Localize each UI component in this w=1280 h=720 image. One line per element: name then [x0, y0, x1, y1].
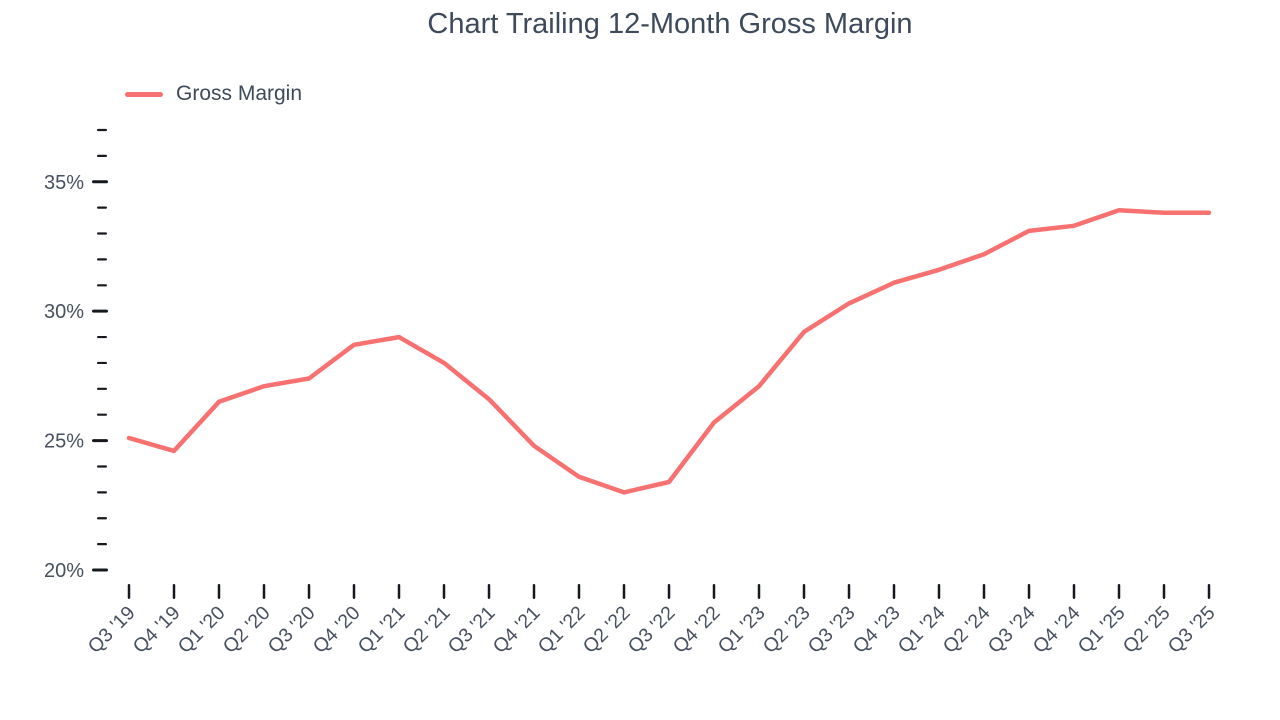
x-axis-tick — [802, 584, 806, 599]
x-axis-label: Q1 '23 — [714, 602, 770, 658]
x-axis-tick — [667, 584, 671, 599]
x-axis-tick — [757, 584, 761, 599]
y-axis-major-tick — [92, 309, 108, 313]
y-axis-minor-tick — [97, 258, 107, 261]
x-axis-tick — [577, 584, 581, 599]
y-axis-minor-tick — [97, 232, 107, 235]
x-axis-tick — [487, 584, 491, 599]
x-axis-label: Q2 '22 — [579, 602, 635, 658]
y-axis-minor-tick — [97, 491, 107, 494]
x-axis-label: Q3 '22 — [624, 602, 680, 658]
x-axis-label: Q4 '24 — [1029, 602, 1085, 658]
x-axis-label: Q2 '24 — [939, 602, 995, 658]
y-axis-minor-tick — [97, 128, 107, 132]
legend[interactable]: Gross Margin — [125, 82, 302, 106]
y-axis-label: 35% — [44, 172, 84, 194]
x-axis-label: Q3 '24 — [984, 602, 1040, 658]
x-axis-tick — [712, 584, 716, 599]
x-axis-tick — [442, 584, 446, 599]
x-axis-tick — [532, 584, 536, 599]
chart-title: Chart Trailing 12-Month Gross Margin — [427, 8, 913, 40]
y-axis-minor-tick — [97, 543, 107, 546]
x-axis-label: Q4 '20 — [309, 602, 365, 658]
legend-line-swatch-icon — [125, 91, 163, 97]
x-axis-label: Q2 '21 — [399, 602, 455, 658]
x-axis-tick — [307, 584, 311, 599]
x-axis-tick — [982, 584, 986, 599]
x-axis-label: Q2 '20 — [219, 602, 275, 658]
y-axis-major-tick — [92, 568, 108, 572]
x-axis-tick — [892, 584, 896, 599]
y-axis-minor-tick — [97, 154, 107, 157]
y-axis-minor-tick — [97, 206, 107, 209]
x-axis-label: Q1 '25 — [1074, 602, 1130, 658]
legend-item-gross-margin: Gross Margin — [176, 82, 303, 105]
x-axis-label: Q3 '20 — [264, 602, 320, 658]
x-axis-tick — [262, 584, 266, 599]
x-axis-label: Q1 '22 — [534, 602, 590, 658]
x-axis-label: Q1 '21 — [354, 602, 410, 658]
x-axis-label: Q3 '19 — [84, 602, 140, 658]
x-axis-tick — [1162, 584, 1166, 599]
y-axis-label: 25% — [44, 431, 84, 453]
y-axis-label: 20% — [44, 560, 84, 582]
y-axis-minor-tick — [97, 517, 107, 520]
y-axis-minor-tick — [97, 387, 107, 390]
x-axis-label: Q1 '24 — [894, 602, 950, 658]
x-axis-tick — [1072, 584, 1076, 599]
x-axis-tick — [847, 584, 851, 599]
x-axis-tick — [127, 584, 131, 599]
x-axis-tick — [937, 584, 941, 599]
x-axis-label: Q3 '25 — [1164, 602, 1220, 658]
y-axis-minor-tick — [97, 465, 107, 468]
y-axis-major-tick — [92, 180, 108, 184]
x-axis-tick — [1027, 584, 1031, 599]
x-axis-tick — [352, 584, 356, 599]
x-axis-label: Q1 '20 — [174, 602, 230, 658]
y-axis-minor-tick — [97, 335, 107, 339]
x-axis-tick — [1117, 584, 1121, 599]
x-axis-tick — [1207, 584, 1211, 599]
x-axis-tick — [172, 584, 176, 599]
x-axis-label: Q4 '23 — [849, 602, 905, 658]
x-axis-tick — [397, 584, 401, 599]
y-axis-minor-tick — [97, 361, 107, 365]
y-axis-minor-tick — [97, 284, 107, 287]
y-axis-minor-tick — [97, 413, 107, 416]
x-axis-tick — [217, 584, 221, 599]
y-axis-label: 30% — [44, 301, 84, 323]
x-axis-tick — [622, 584, 626, 599]
x-axis-label: Q4 '22 — [669, 602, 725, 658]
y-axis-major-tick — [92, 439, 108, 443]
x-axis-label: Q3 '23 — [804, 602, 860, 658]
x-axis-label: Q4 '21 — [489, 602, 545, 658]
x-axis-label: Q3 '21 — [444, 602, 500, 658]
x-axis-label: Q2 '23 — [759, 602, 815, 658]
x-axis-label: Q4 '19 — [129, 602, 185, 658]
x-axis-label: Q2 '25 — [1119, 602, 1175, 658]
gross-margin-line — [126, 207, 1212, 495]
